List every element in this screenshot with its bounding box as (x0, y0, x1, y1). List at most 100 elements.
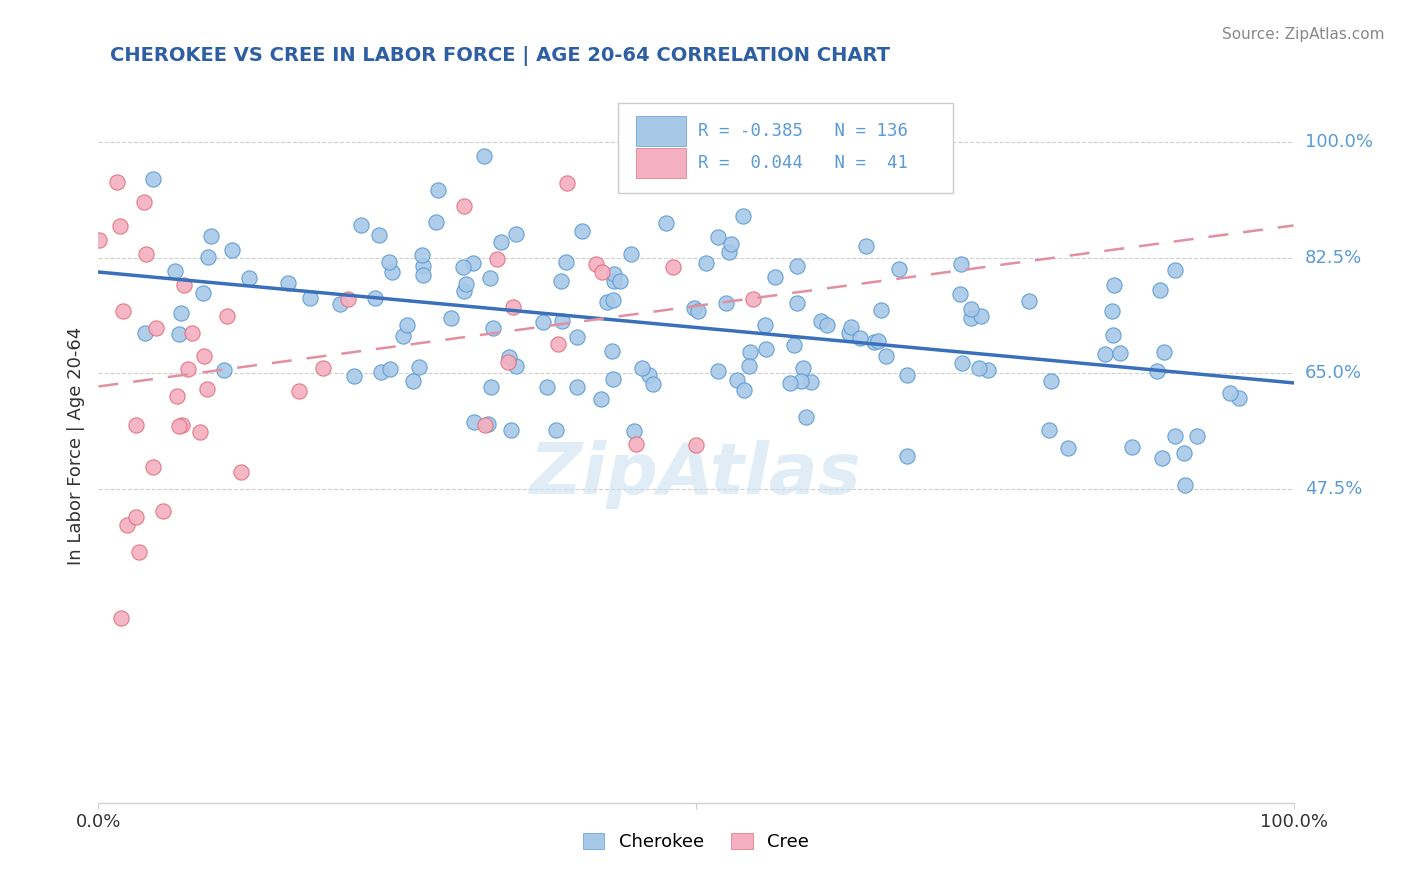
Point (105, 175, 128, 189)
Point (370, 365, 392, 379)
Point (496, 355, 519, 369)
Point (128, 545, 150, 559)
Text: 47.5%: 47.5% (1305, 480, 1362, 498)
Point (1227, 391, 1250, 405)
Point (402, 374, 425, 388)
Point (870, 303, 893, 318)
Point (754, 318, 776, 332)
Point (498, 350, 520, 364)
Point (396, 318, 419, 332)
Point (637, 368, 659, 382)
Point (790, 374, 813, 388)
Point (800, 375, 823, 389)
Point (887, 262, 910, 277)
Point (707, 230, 730, 244)
Point (838, 326, 860, 340)
Point (367, 227, 389, 242)
Point (165, 264, 187, 278)
Point (960, 301, 983, 316)
Point (1219, 386, 1241, 401)
Point (596, 295, 619, 310)
Point (1108, 345, 1130, 359)
Point (602, 371, 624, 385)
Point (195, 382, 218, 396)
Point (489, 235, 512, 249)
Point (481, 320, 503, 334)
Point (451, 260, 474, 274)
Point (173, 278, 195, 293)
Point (412, 268, 434, 282)
Point (479, 380, 502, 394)
Point (350, 219, 373, 233)
Point (363, 291, 385, 305)
Point (551, 314, 574, 328)
Text: R =  0.044   N =  41: R = 0.044 N = 41 (699, 154, 908, 172)
Point (478, 270, 501, 285)
Point (536, 380, 558, 394)
Point (600, 344, 623, 359)
Point (555, 255, 578, 269)
Point (1101, 328, 1123, 343)
Point (741, 293, 763, 307)
Point (453, 285, 475, 299)
Point (392, 329, 415, 343)
Point (499, 423, 522, 437)
Point (555, 176, 578, 190)
Point (855, 239, 877, 253)
Y-axis label: In Labor Force | Age 20-64: In Labor Force | Age 20-64 (66, 326, 84, 566)
Point (461, 256, 484, 270)
Point (571, 224, 593, 238)
Point (641, 376, 664, 391)
Point (229, 465, 252, 479)
Point (591, 265, 613, 279)
Point (411, 248, 433, 262)
Point (1121, 440, 1143, 454)
Point (472, 149, 495, 163)
Point (1056, 441, 1078, 455)
Point (134, 195, 156, 210)
Point (238, 270, 260, 285)
Point (440, 310, 463, 325)
Point (329, 297, 352, 311)
Point (412, 260, 434, 274)
Point (125, 418, 148, 433)
Point (134, 326, 156, 341)
Point (794, 409, 817, 424)
Point (896, 368, 918, 383)
Point (949, 287, 972, 301)
Point (695, 256, 717, 270)
Point (731, 210, 754, 224)
Point (967, 360, 990, 375)
Point (738, 359, 761, 373)
Point (197, 251, 219, 265)
Point (1102, 278, 1125, 293)
Point (544, 423, 567, 437)
Point (565, 379, 588, 393)
Point (463, 415, 485, 429)
Point (949, 257, 972, 271)
Text: ZipAtlas: ZipAtlas (530, 440, 862, 509)
Point (181, 326, 204, 341)
Point (426, 182, 449, 196)
Point (1153, 344, 1175, 359)
Point (620, 247, 643, 261)
Point (1146, 364, 1168, 378)
Point (786, 296, 808, 310)
Point (125, 510, 148, 524)
Text: R = -0.385   N = 136: R = -0.385 N = 136 (699, 121, 908, 139)
Point (609, 274, 631, 288)
FancyBboxPatch shape (637, 116, 686, 145)
Point (142, 459, 165, 474)
Point (221, 243, 243, 257)
Point (381, 265, 404, 279)
Point (378, 255, 401, 269)
Point (662, 260, 685, 274)
Point (810, 314, 832, 328)
Point (1185, 429, 1208, 443)
Point (142, 171, 165, 186)
Point (1040, 374, 1063, 388)
Point (312, 360, 335, 375)
Point (624, 437, 647, 451)
Point (108, 219, 131, 233)
Point (1150, 451, 1173, 466)
